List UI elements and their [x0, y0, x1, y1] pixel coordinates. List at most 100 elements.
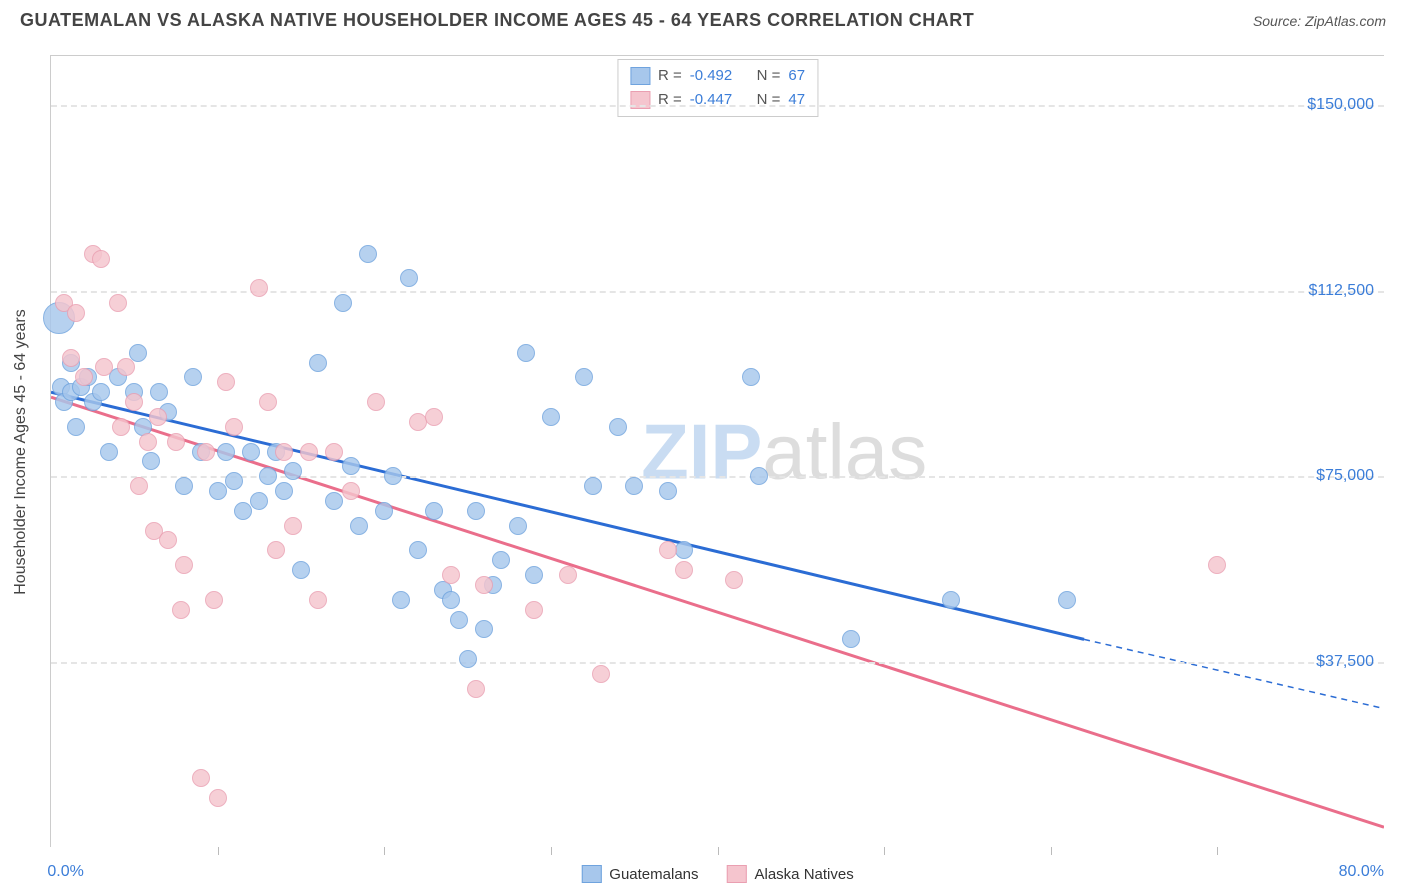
n-label: N =	[757, 64, 781, 88]
data-point-guatemalan	[150, 383, 168, 401]
data-point-guatemalan	[409, 541, 427, 559]
data-point-guatemalan	[525, 566, 543, 584]
data-point-alaska-native	[442, 566, 460, 584]
x-min-label: 0.0%	[47, 863, 83, 881]
data-point-alaska-native	[95, 358, 113, 376]
series-swatch	[630, 67, 650, 85]
data-point-alaska-native	[67, 304, 85, 322]
x-tick	[884, 847, 885, 855]
gridline	[51, 476, 1384, 478]
data-point-alaska-native	[112, 418, 130, 436]
data-point-guatemalan	[217, 443, 235, 461]
data-point-guatemalan	[509, 517, 527, 535]
data-point-alaska-native	[309, 591, 327, 609]
data-point-alaska-native	[250, 279, 268, 297]
r-label: R =	[658, 64, 682, 88]
y-tick-label: $150,000	[1307, 96, 1374, 114]
data-point-alaska-native	[209, 789, 227, 807]
data-point-guatemalan	[384, 467, 402, 485]
data-point-guatemalan	[750, 467, 768, 485]
gridline	[51, 662, 1384, 664]
data-point-guatemalan	[609, 418, 627, 436]
legend: Guatemalans Alaska Natives	[581, 865, 853, 883]
data-point-alaska-native	[225, 418, 243, 436]
data-point-alaska-native	[92, 250, 110, 268]
data-point-guatemalan	[425, 502, 443, 520]
data-point-guatemalan	[517, 344, 535, 362]
y-tick-label: $112,500	[1308, 282, 1374, 300]
data-point-guatemalan	[392, 591, 410, 609]
data-point-alaska-native	[467, 680, 485, 698]
data-point-alaska-native	[475, 576, 493, 594]
data-point-guatemalan	[842, 630, 860, 648]
data-point-guatemalan	[359, 245, 377, 263]
data-point-alaska-native	[172, 601, 190, 619]
n-value: 67	[788, 64, 805, 88]
r-value: -0.492	[690, 64, 733, 88]
data-point-alaska-native	[525, 601, 543, 619]
legend-swatch	[727, 865, 747, 883]
r-value: -0.447	[690, 88, 733, 112]
data-point-alaska-native	[109, 294, 127, 312]
data-point-guatemalan	[492, 551, 510, 569]
data-point-alaska-native	[559, 566, 577, 584]
data-point-alaska-native	[167, 433, 185, 451]
data-point-alaska-native	[192, 769, 210, 787]
data-point-alaska-native	[117, 358, 135, 376]
watermark-zip: ZIP	[641, 407, 762, 495]
chart-title: GUATEMALAN VS ALASKA NATIVE HOUSEHOLDER …	[20, 10, 974, 31]
x-max-label: 80.0%	[1339, 863, 1384, 881]
y-tick-label: $37,500	[1316, 653, 1374, 671]
data-point-guatemalan	[442, 591, 460, 609]
r-label: R =	[658, 88, 682, 112]
data-point-guatemalan	[325, 492, 343, 510]
legend-label: Alaska Natives	[755, 866, 854, 883]
data-point-guatemalan	[259, 467, 277, 485]
data-point-guatemalan	[175, 477, 193, 495]
data-point-guatemalan	[334, 294, 352, 312]
data-point-guatemalan	[1058, 591, 1076, 609]
y-tick-label: $75,000	[1316, 467, 1374, 485]
data-point-alaska-native	[284, 517, 302, 535]
data-point-guatemalan	[67, 418, 85, 436]
data-point-guatemalan	[475, 620, 493, 638]
legend-swatch	[581, 865, 601, 883]
data-point-alaska-native	[659, 541, 677, 559]
x-tick	[384, 847, 385, 855]
data-point-alaska-native	[725, 571, 743, 589]
data-point-guatemalan	[467, 502, 485, 520]
data-point-guatemalan	[242, 443, 260, 461]
data-point-guatemalan	[400, 269, 418, 287]
scatter-chart: Householder Income Ages 45 - 64 years ZI…	[50, 55, 1384, 847]
stats-row: R = -0.447 N = 47	[630, 88, 805, 112]
data-point-guatemalan	[250, 492, 268, 510]
data-point-alaska-native	[409, 413, 427, 431]
data-point-alaska-native	[325, 443, 343, 461]
data-point-alaska-native	[259, 393, 277, 411]
data-point-alaska-native	[300, 443, 318, 461]
data-point-alaska-native	[139, 433, 157, 451]
data-point-alaska-native	[342, 482, 360, 500]
data-point-alaska-native	[197, 443, 215, 461]
stats-row: R = -0.492 N = 67	[630, 64, 805, 88]
x-tick	[1217, 847, 1218, 855]
data-point-alaska-native	[592, 665, 610, 683]
x-tick	[218, 847, 219, 855]
data-point-alaska-native	[267, 541, 285, 559]
data-point-guatemalan	[184, 368, 202, 386]
source-attribution: Source: ZipAtlas.com	[1253, 13, 1386, 29]
legend-label: Guatemalans	[609, 866, 698, 883]
data-point-alaska-native	[675, 561, 693, 579]
data-point-guatemalan	[742, 368, 760, 386]
data-point-guatemalan	[275, 482, 293, 500]
data-point-guatemalan	[584, 477, 602, 495]
data-point-alaska-native	[149, 408, 167, 426]
x-tick	[718, 847, 719, 855]
data-point-alaska-native	[425, 408, 443, 426]
data-point-alaska-native	[175, 556, 193, 574]
n-label: N =	[757, 88, 781, 112]
data-point-alaska-native	[159, 531, 177, 549]
data-point-guatemalan	[375, 502, 393, 520]
n-value: 47	[788, 88, 805, 112]
data-point-guatemalan	[625, 477, 643, 495]
